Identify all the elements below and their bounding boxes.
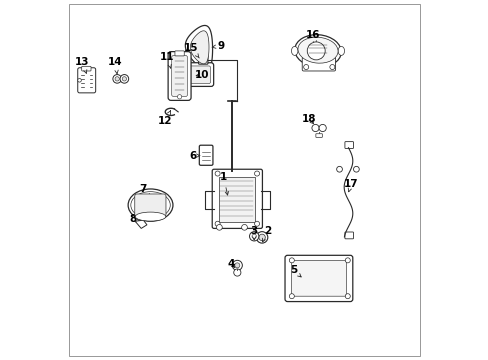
Circle shape: [345, 294, 349, 299]
Circle shape: [311, 125, 319, 132]
Text: 7: 7: [140, 184, 150, 197]
Text: 8: 8: [129, 215, 140, 224]
Ellipse shape: [128, 189, 173, 221]
Bar: [219, 177, 254, 222]
Text: 2: 2: [262, 226, 271, 242]
Text: 13: 13: [75, 57, 89, 73]
Circle shape: [336, 166, 342, 172]
Circle shape: [233, 269, 241, 276]
Ellipse shape: [297, 37, 337, 63]
FancyBboxPatch shape: [198, 55, 207, 64]
FancyBboxPatch shape: [171, 55, 187, 96]
Circle shape: [241, 225, 247, 230]
FancyBboxPatch shape: [315, 134, 322, 137]
FancyBboxPatch shape: [135, 194, 165, 216]
Circle shape: [115, 77, 119, 81]
Circle shape: [303, 64, 308, 69]
Circle shape: [216, 225, 222, 230]
Ellipse shape: [294, 35, 341, 67]
Circle shape: [258, 234, 265, 240]
Circle shape: [329, 64, 334, 69]
Text: 1: 1: [220, 172, 228, 195]
Circle shape: [345, 258, 349, 263]
Text: 16: 16: [305, 30, 319, 44]
Ellipse shape: [291, 46, 297, 55]
FancyBboxPatch shape: [344, 232, 353, 239]
Text: 3: 3: [250, 226, 257, 240]
Text: 18: 18: [301, 114, 316, 124]
FancyBboxPatch shape: [81, 66, 91, 71]
Circle shape: [215, 221, 220, 226]
Text: 14: 14: [108, 57, 122, 74]
FancyBboxPatch shape: [344, 141, 353, 148]
Polygon shape: [185, 26, 212, 70]
Circle shape: [254, 221, 259, 226]
Circle shape: [232, 260, 242, 270]
Text: 11: 11: [160, 52, 174, 68]
Circle shape: [122, 77, 126, 81]
Circle shape: [306, 42, 325, 60]
FancyBboxPatch shape: [168, 51, 191, 100]
Text: 5: 5: [289, 265, 301, 277]
Circle shape: [120, 75, 128, 83]
FancyBboxPatch shape: [212, 169, 262, 228]
Polygon shape: [190, 31, 208, 64]
Circle shape: [256, 231, 267, 243]
FancyBboxPatch shape: [186, 63, 213, 86]
Text: 15: 15: [184, 43, 199, 58]
Circle shape: [249, 231, 258, 241]
Circle shape: [254, 171, 259, 176]
FancyBboxPatch shape: [189, 66, 210, 84]
Circle shape: [234, 263, 239, 268]
FancyBboxPatch shape: [199, 145, 212, 165]
FancyBboxPatch shape: [291, 260, 346, 296]
Ellipse shape: [135, 212, 165, 221]
Text: 6: 6: [188, 150, 200, 161]
Text: 9: 9: [212, 41, 224, 51]
Text: 4: 4: [227, 258, 234, 269]
FancyBboxPatch shape: [285, 255, 352, 302]
Circle shape: [113, 75, 121, 83]
Circle shape: [251, 234, 256, 238]
Ellipse shape: [337, 46, 344, 55]
Circle shape: [319, 125, 325, 132]
Text: 10: 10: [195, 70, 209, 80]
Circle shape: [289, 294, 294, 299]
FancyBboxPatch shape: [175, 51, 184, 56]
Circle shape: [353, 166, 359, 172]
Circle shape: [177, 95, 182, 99]
Ellipse shape: [131, 192, 170, 219]
FancyBboxPatch shape: [302, 57, 335, 71]
Polygon shape: [135, 220, 147, 228]
Text: 12: 12: [157, 111, 172, 126]
FancyBboxPatch shape: [78, 68, 96, 93]
Text: 17: 17: [344, 179, 358, 192]
Circle shape: [78, 78, 81, 82]
Circle shape: [215, 171, 220, 176]
Circle shape: [289, 258, 294, 263]
